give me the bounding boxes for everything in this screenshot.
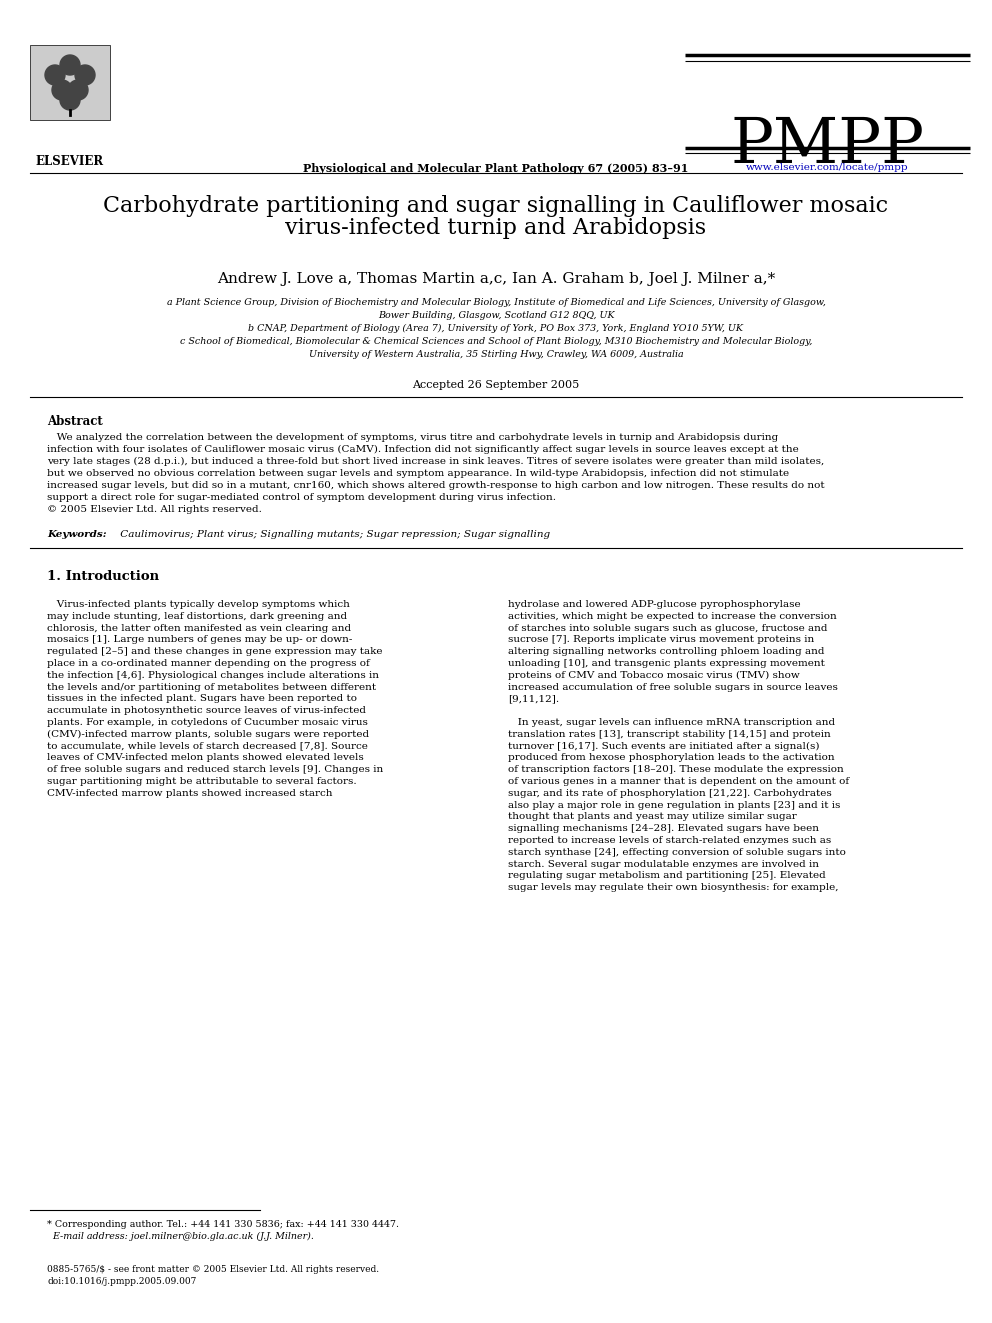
Text: hydrolase and lowered ADP-glucose pyrophosphorylase: hydrolase and lowered ADP-glucose pyroph… [508,601,801,609]
Text: sugar, and its rate of phosphorylation [21,22]. Carbohydrates: sugar, and its rate of phosphorylation [… [508,789,831,798]
Text: thought that plants and yeast may utilize similar sugar: thought that plants and yeast may utiliz… [508,812,797,822]
Text: the levels and/or partitioning of metabolites between different: the levels and/or partitioning of metabo… [47,683,376,692]
Text: of transcription factors [18–20]. These modulate the expression: of transcription factors [18–20]. These … [508,765,844,774]
Text: Carbohydrate partitioning and sugar signalling in Cauliflower mosaic: Carbohydrate partitioning and sugar sign… [103,194,889,217]
Text: a Plant Science Group, Division of Biochemistry and Molecular Biology, Institute: a Plant Science Group, Division of Bioch… [167,298,825,307]
Text: chlorosis, the latter often manifested as vein clearing and: chlorosis, the latter often manifested a… [47,623,351,632]
Text: Bower Building, Glasgow, Scotland G12 8QQ, UK: Bower Building, Glasgow, Scotland G12 8Q… [378,311,614,320]
Text: In yeast, sugar levels can influence mRNA transcription and: In yeast, sugar levels can influence mRN… [508,718,835,728]
Text: proteins of CMV and Tobacco mosaic virus (TMV) show: proteins of CMV and Tobacco mosaic virus… [508,671,800,680]
Text: doi:10.1016/j.pmpp.2005.09.007: doi:10.1016/j.pmpp.2005.09.007 [47,1277,196,1286]
Text: Andrew J. Love a, Thomas Martin a,c, Ian A. Graham b, Joel J. Milner a,*: Andrew J. Love a, Thomas Martin a,c, Ian… [217,273,775,286]
Text: also play a major role in gene regulation in plants [23] and it is: also play a major role in gene regulatio… [508,800,840,810]
Text: increased accumulation of free soluble sugars in source leaves: increased accumulation of free soluble s… [508,683,838,692]
Text: Accepted 26 September 2005: Accepted 26 September 2005 [413,380,579,390]
Text: starch synthase [24], effecting conversion of soluble sugars into: starch synthase [24], effecting conversi… [508,848,846,857]
Text: accumulate in photosynthetic source leaves of virus-infected: accumulate in photosynthetic source leav… [47,706,366,716]
Text: b CNAP, Department of Biology (Area 7), University of York, PO Box 373, York, En: b CNAP, Department of Biology (Area 7), … [249,324,743,333]
Text: very late stages (28 d.p.i.), but induced a three-fold but short lived increase : very late stages (28 d.p.i.), but induce… [47,456,824,466]
Text: We analyzed the correlation between the development of symptoms, virus titre and: We analyzed the correlation between the … [47,433,779,442]
Text: may include stunting, leaf distortions, dark greening and: may include stunting, leaf distortions, … [47,611,347,620]
Text: reported to increase levels of starch-related enzymes such as: reported to increase levels of starch-re… [508,836,831,845]
Text: © 2005 Elsevier Ltd. All rights reserved.: © 2005 Elsevier Ltd. All rights reserved… [47,505,262,515]
Text: virus-infected turnip and Arabidopsis: virus-infected turnip and Arabidopsis [286,217,706,239]
Text: 1. Introduction: 1. Introduction [47,570,159,583]
Text: Keywords:: Keywords: [47,531,106,538]
Circle shape [75,65,95,85]
Text: regulated [2–5] and these changes in gene expression may take: regulated [2–5] and these changes in gen… [47,647,383,656]
Text: translation rates [13], transcript stability [14,15] and protein: translation rates [13], transcript stabi… [508,730,830,738]
Text: to accumulate, while levels of starch decreased [7,8]. Source: to accumulate, while levels of starch de… [47,742,368,750]
Text: but we observed no obvious correlation between sugar levels and symptom appearan: but we observed no obvious correlation b… [47,468,789,478]
Text: sucrose [7]. Reports implicate virus movement proteins in: sucrose [7]. Reports implicate virus mov… [508,635,814,644]
Text: * Corresponding author. Tel.: +44 141 330 5836; fax: +44 141 330 4447.: * Corresponding author. Tel.: +44 141 33… [47,1220,399,1229]
Text: signalling mechanisms [24–28]. Elevated sugars have been: signalling mechanisms [24–28]. Elevated … [508,824,819,833]
Text: regulating sugar metabolism and partitioning [25]. Elevated: regulating sugar metabolism and partitio… [508,872,825,880]
Text: c School of Biomedical, Biomolecular & Chemical Sciences and School of Plant Bio: c School of Biomedical, Biomolecular & C… [180,337,812,347]
Text: Virus-infected plants typically develop symptoms which: Virus-infected plants typically develop … [47,601,350,609]
Text: leaves of CMV-infected melon plants showed elevated levels: leaves of CMV-infected melon plants show… [47,753,364,762]
Text: plants. For example, in cotyledons of Cucumber mosaic virus: plants. For example, in cotyledons of Cu… [47,718,368,728]
Text: (CMV)-infected marrow plants, soluble sugars were reported: (CMV)-infected marrow plants, soluble su… [47,730,369,740]
Text: altering signalling networks controlling phloem loading and: altering signalling networks controlling… [508,647,824,656]
Text: increased sugar levels, but did so in a mutant, cnr160, which shows altered grow: increased sugar levels, but did so in a … [47,482,824,490]
Text: infection with four isolates of Cauliflower mosaic virus (CaMV). Infection did n: infection with four isolates of Cauliflo… [47,445,799,454]
Circle shape [68,79,88,101]
Circle shape [45,65,65,85]
Text: support a direct role for sugar-mediated control of symptom development during v: support a direct role for sugar-mediated… [47,493,556,501]
Text: E-mail address: joel.milner@bio.gla.ac.uk (J.J. Milner).: E-mail address: joel.milner@bio.gla.ac.u… [47,1232,313,1241]
Text: place in a co-ordinated manner depending on the progress of: place in a co-ordinated manner depending… [47,659,370,668]
Text: unloading [10], and transgenic plants expressing movement: unloading [10], and transgenic plants ex… [508,659,825,668]
Text: of starches into soluble sugars such as glucose, fructose and: of starches into soluble sugars such as … [508,623,827,632]
Circle shape [52,79,72,101]
Text: sugar levels may regulate their own biosynthesis: for example,: sugar levels may regulate their own bios… [508,884,838,892]
Text: starch. Several sugar modulatable enzymes are involved in: starch. Several sugar modulatable enzyme… [508,860,819,869]
Text: activities, which might be expected to increase the conversion: activities, which might be expected to i… [508,611,836,620]
Text: of various genes in a manner that is dependent on the amount of: of various genes in a manner that is dep… [508,777,849,786]
Text: tissues in the infected plant. Sugars have been reported to: tissues in the infected plant. Sugars ha… [47,695,357,704]
Circle shape [60,56,80,75]
Text: turnover [16,17]. Such events are initiated after a signal(s): turnover [16,17]. Such events are initia… [508,742,819,750]
Text: PMPP: PMPP [730,115,925,176]
Text: produced from hexose phosphorylation leads to the activation: produced from hexose phosphorylation lea… [508,753,834,762]
Text: University of Western Australia, 35 Stirling Hwy, Crawley, WA 6009, Australia: University of Western Australia, 35 Stir… [309,351,683,359]
Text: sugar partitioning might be attributable to several factors.: sugar partitioning might be attributable… [47,777,357,786]
Text: Caulimovirus; Plant virus; Signalling mutants; Sugar repression; Sugar signallin: Caulimovirus; Plant virus; Signalling mu… [117,531,551,538]
Text: CMV-infected marrow plants showed increased starch: CMV-infected marrow plants showed increa… [47,789,332,798]
Text: [9,11,12].: [9,11,12]. [508,695,559,704]
Circle shape [60,90,80,110]
Bar [30,45,110,120]
Text: of free soluble sugars and reduced starch levels [9]. Changes in: of free soluble sugars and reduced starc… [47,765,383,774]
Text: www.elsevier.com/locate/pmpp: www.elsevier.com/locate/pmpp [746,163,909,172]
Text: 0885-5765/$ - see front matter © 2005 Elsevier Ltd. All rights reserved.: 0885-5765/$ - see front matter © 2005 El… [47,1265,379,1274]
Text: Physiological and Molecular Plant Pathology 67 (2005) 83–91: Physiological and Molecular Plant Pathol… [304,163,688,175]
Text: ELSEVIER: ELSEVIER [36,155,104,168]
Text: mosaics [1]. Large numbers of genes may be up- or down-: mosaics [1]. Large numbers of genes may … [47,635,352,644]
Text: the infection [4,6]. Physiological changes include alterations in: the infection [4,6]. Physiological chang… [47,671,379,680]
Text: Abstract: Abstract [47,415,103,429]
